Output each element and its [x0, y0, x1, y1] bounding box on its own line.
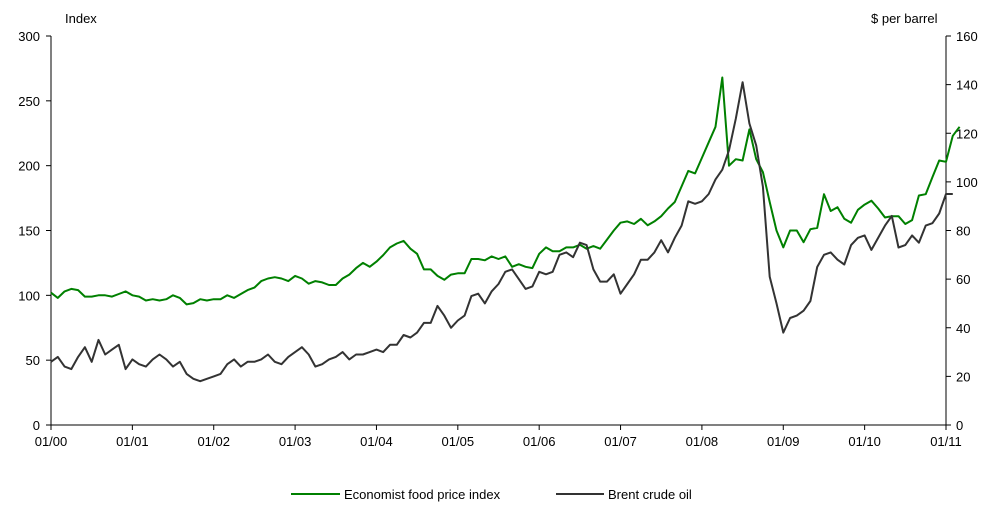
right-y-tick-label: 160 — [956, 29, 978, 44]
x-tick-label: 01/04 — [360, 434, 393, 449]
legend-label-food-index: Economist food price index — [344, 487, 501, 502]
right-y-tick-label: 80 — [956, 224, 970, 239]
x-tick-label: 01/10 — [848, 434, 881, 449]
legend: Economist food price index Brent crude o… — [291, 487, 692, 502]
right-y-tick-label: 20 — [956, 369, 970, 384]
x-tick-label: 01/09 — [767, 434, 800, 449]
left-axis-title: Index — [65, 11, 97, 26]
x-tick-label: 01/06 — [523, 434, 556, 449]
series-layer — [50, 76, 961, 383]
left-y-tick-label: 0 — [33, 418, 40, 433]
right-y-tick-label: 100 — [956, 175, 978, 190]
left-y-axis-ticks: 0 50 100 150 200 250 300 — [18, 29, 51, 433]
left-y-tick-label: 200 — [18, 159, 40, 174]
left-y-tick-label: 50 — [26, 353, 40, 368]
right-y-tick-label: 120 — [956, 126, 978, 141]
x-tick-label: 01/07 — [604, 434, 637, 449]
right-y-axis-ticks: 0 20 40 60 80 100 120 140 160 — [946, 29, 978, 433]
left-y-tick-label: 300 — [18, 29, 40, 44]
series-line-food-index — [50, 76, 961, 306]
left-y-tick-label: 150 — [18, 224, 40, 239]
right-axis-title: $ per barrel — [871, 11, 938, 26]
right-y-tick-label: 0 — [956, 418, 963, 433]
right-y-tick-label: 140 — [956, 78, 978, 93]
x-tick-label: 01/11 — [930, 434, 962, 449]
series-line-brent — [50, 81, 953, 383]
x-axis-ticks: 01/00 01/01 01/02 01/03 01/04 01/05 01/06 01/07… — [35, 425, 962, 449]
left-y-tick-label: 250 — [18, 94, 40, 109]
x-tick-label: 01/00 — [35, 434, 68, 449]
legend-label-brent: Brent crude oil — [608, 487, 692, 502]
x-tick-label: 01/03 — [279, 434, 312, 449]
left-y-tick-label: 100 — [18, 288, 40, 303]
x-tick-label: 01/01 — [116, 434, 149, 449]
right-y-tick-label: 60 — [956, 272, 970, 287]
right-y-tick-label: 40 — [956, 321, 970, 336]
plot-area: 0 50 100 150 200 250 300 0 20 40 60 80 100 120 140 160… — [18, 29, 977, 449]
x-tick-label: 01/08 — [686, 434, 719, 449]
x-tick-label: 01/02 — [197, 434, 230, 449]
x-tick-label: 01/05 — [442, 434, 475, 449]
